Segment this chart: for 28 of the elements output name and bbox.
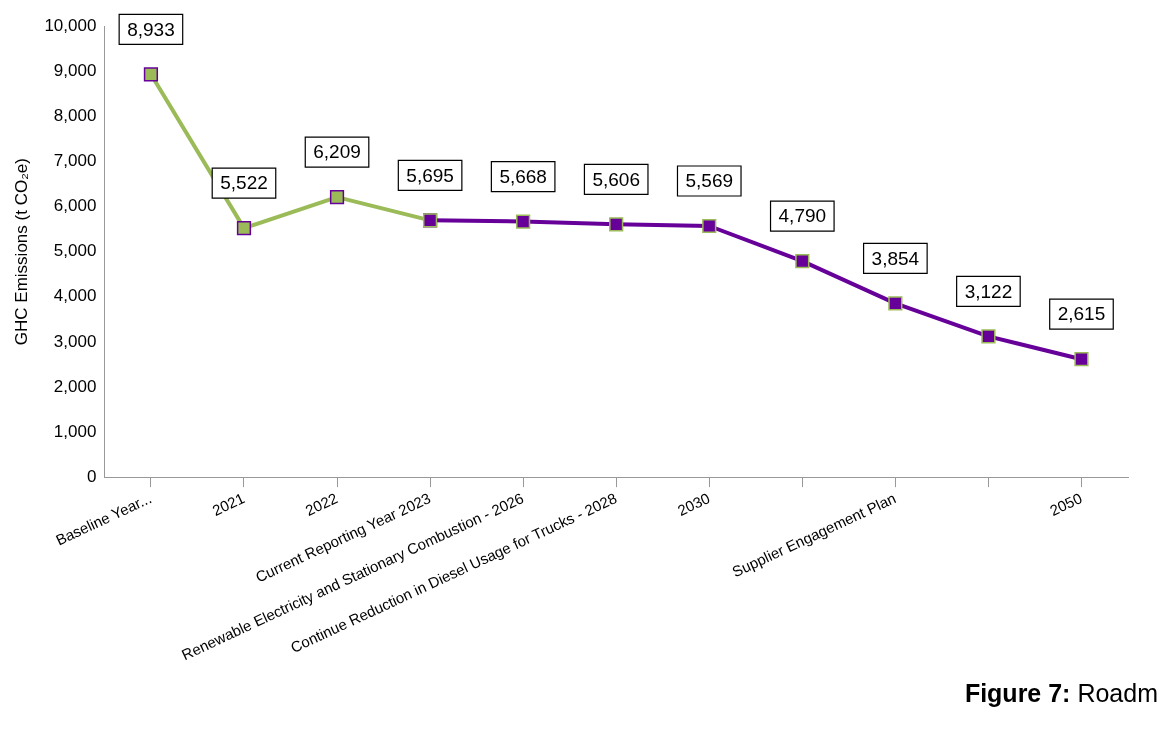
data-label: 2,615 [1057,303,1106,325]
y-tick-label: 2,000 [53,376,97,396]
data-label: 3,122 [964,280,1013,302]
y-tick-label: 4,000 [53,286,97,306]
data-label: 6,209 [313,141,361,163]
y-tick-label: 9,000 [53,60,97,80]
x-tick-label: 2021 [209,489,247,519]
y-tick-label: 5,000 [53,241,97,261]
data-label: 5,695 [406,164,454,186]
y-tick-label: 6,000 [53,196,97,216]
y-tick-label: 7,000 [53,151,97,171]
data-label: 8,933 [127,18,175,40]
y-tick-label: 3,000 [53,331,97,351]
y-tick-label: 8,000 [53,106,97,126]
data-label: 5,606 [592,168,640,190]
y-axis-title: GHC Emissions (t CO₂e) [11,158,31,346]
caption: Figure 7: Roadm [964,679,1158,708]
x-tick-label: 2050 [1047,489,1085,519]
data-label: 5,668 [499,165,547,187]
data-label: 5,569 [685,170,734,192]
y-tick-label: 10,000 [44,15,97,35]
data-label: 4,790 [778,205,827,227]
y-tick-label: 1,000 [53,421,97,441]
x-tick-label: 2022 [302,489,341,519]
data-label: 5,522 [220,172,268,194]
x-tick-label: 2030 [674,489,713,519]
y-tick-label: 0 [86,466,97,486]
data-label: 3,854 [871,247,920,269]
